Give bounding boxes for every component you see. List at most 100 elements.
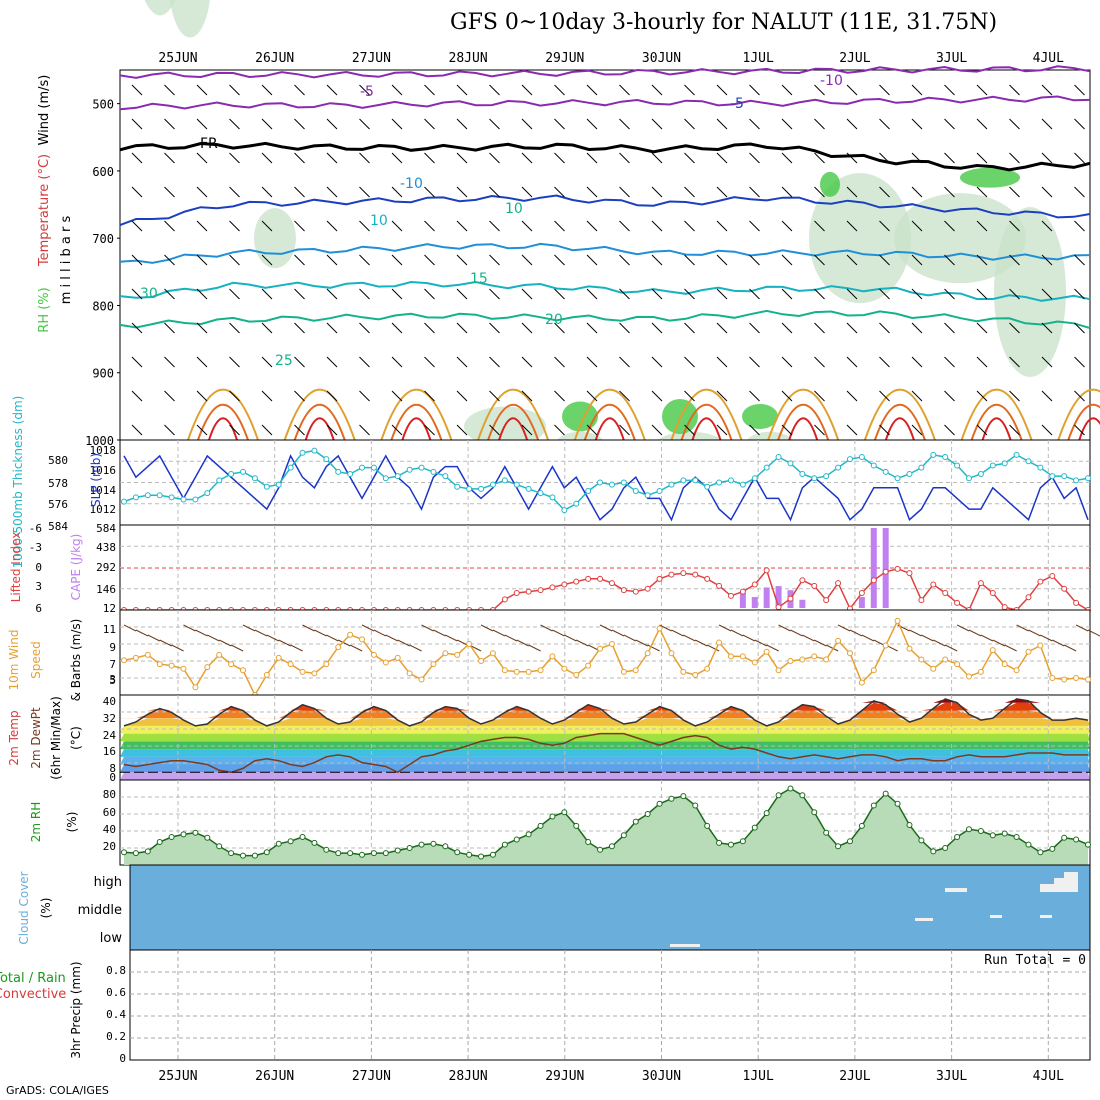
upper-side-label-0: Wind (m/s) (37, 75, 52, 146)
upper-barb-2-25 (944, 152, 955, 164)
upper-barb-0-12 (521, 84, 533, 96)
isotherm-4 (119, 242, 1091, 264)
wind-speed-marker-14 (287, 661, 294, 668)
upper-barb-4-2 (196, 220, 208, 232)
upper-barb-9-14 (586, 390, 598, 402)
rh-marker-25 (418, 841, 425, 848)
upper-barb-0-2 (196, 84, 208, 96)
upper-barb-2-22 (846, 152, 858, 164)
upper-barb-0-8 (391, 84, 403, 96)
upper-barb-0-9 (424, 84, 435, 96)
temp-tick-5: 0 (109, 771, 116, 784)
rh-marker-9 (228, 850, 235, 857)
upper-barb-8-19 (749, 356, 760, 368)
upper-barb-2-6 (326, 152, 338, 164)
thickness-marker-10 (240, 468, 247, 475)
upper-barb-0-25 (944, 84, 955, 96)
thickness-marker-52 (739, 481, 746, 488)
pressure-tick-5: 1000 (85, 434, 114, 448)
wind-barb-56 (790, 629, 803, 637)
upper-barb-10-20 (781, 424, 793, 436)
wind-speed-marker-50 (716, 639, 723, 646)
thickness-marker-16 (311, 447, 318, 454)
upper-barb-5-3 (229, 254, 240, 266)
upper-barb-6-16 (651, 288, 663, 300)
wind-speed-marker-29 (466, 641, 473, 647)
wind-barb-13 (278, 639, 291, 647)
contour-label-3: -5 (730, 96, 744, 112)
contour-label-2: FR (200, 136, 218, 152)
wind-speed-marker-68 (930, 665, 937, 672)
upper-barb-9-5 (294, 390, 305, 402)
upper-barb-0-4 (261, 84, 273, 96)
wind-barb-53 (754, 639, 767, 647)
wind-speed-marker-62 (858, 679, 865, 686)
wind-barb-26 (433, 629, 446, 637)
upper-barb-7-16 (651, 322, 663, 334)
top-date-7: 2JUL (839, 51, 870, 66)
upper-barb-7-29 (1074, 322, 1085, 334)
upper-barb-0-29 (1074, 84, 1085, 96)
upper-barb-8-17 (684, 356, 695, 368)
thickness-marker-56 (787, 460, 794, 467)
rh-marker-66 (906, 822, 913, 829)
wind-barb-48 (695, 639, 708, 647)
upper-barb-1-17 (684, 118, 695, 130)
upper-barb-3-23 (879, 186, 890, 198)
wind-barb-30 (480, 624, 494, 632)
upper-barb-5-23 (879, 254, 890, 266)
upper-barb-8-22 (846, 356, 858, 368)
rh-marker-65 (894, 800, 901, 807)
upper-barb-4-29 (1074, 220, 1085, 232)
wind-barb-23 (397, 639, 410, 647)
upper-barb-3-29 (1074, 186, 1085, 198)
cloud-block-3 (1064, 872, 1078, 892)
wind-barb-44 (647, 644, 660, 652)
wind-barb-75 (1016, 624, 1029, 632)
isotherm-2 (119, 141, 1091, 172)
cape-bar-52 (739, 592, 746, 608)
wind-barb-8 (218, 639, 232, 647)
wind-barb-34 (528, 644, 541, 652)
upper-barb-4-3 (229, 220, 240, 232)
upper-barb-5-12 (521, 254, 533, 266)
upper-barb-4-25 (944, 220, 955, 232)
lifted-index-marker-35 (537, 587, 544, 594)
lifted-index-marker-59 (823, 597, 830, 604)
upper-barb-5-19 (749, 254, 760, 266)
upper-barb-3-5 (294, 186, 305, 198)
upper-barb-2-4 (261, 152, 273, 164)
wind-barb-51 (730, 629, 744, 637)
wind-speed-marker-76 (1025, 648, 1032, 655)
upper-barb-4-19 (749, 220, 760, 232)
upper-barb-5-24 (911, 254, 923, 266)
thickness-marker-76 (1025, 458, 1032, 465)
upper-barb-7-12 (521, 322, 533, 334)
upper-barb-2-27 (1009, 152, 1020, 164)
rh-marker-21 (370, 850, 377, 857)
slp-tick-0: 1018 (90, 444, 117, 457)
upper-barb-3-14 (586, 186, 598, 198)
upper-barb-10-7 (359, 424, 370, 436)
upper-barb-9-22 (846, 390, 858, 402)
upper-barb-5-26 (976, 254, 988, 266)
upper-barb-10-11 (489, 424, 500, 436)
thickness-marker-44 (644, 492, 651, 499)
upper-barb-3-25 (944, 186, 955, 198)
upper-barb-0-0 (131, 84, 143, 96)
wind-speed-marker-65 (894, 617, 901, 624)
wind-barb-40 (599, 624, 613, 632)
chart-title: GFS 0~10day 3-hourly for NALUT (11E, 31.… (450, 10, 998, 35)
rh-marker-8 (216, 843, 223, 850)
rh-marker-69 (942, 845, 949, 851)
lifted-index-marker-73 (989, 590, 996, 596)
rh-marker-68 (930, 848, 937, 855)
wind-barb-36 (552, 629, 565, 637)
contour-label-1: -5 (360, 84, 374, 100)
rh-marker-0 (121, 849, 127, 856)
thickness-marker-61 (846, 456, 853, 463)
rh-marker-48 (692, 802, 699, 809)
upper-barb-0-17 (684, 84, 695, 96)
upper-barb-10-22 (846, 424, 858, 436)
rh-marker-36 (549, 813, 556, 820)
